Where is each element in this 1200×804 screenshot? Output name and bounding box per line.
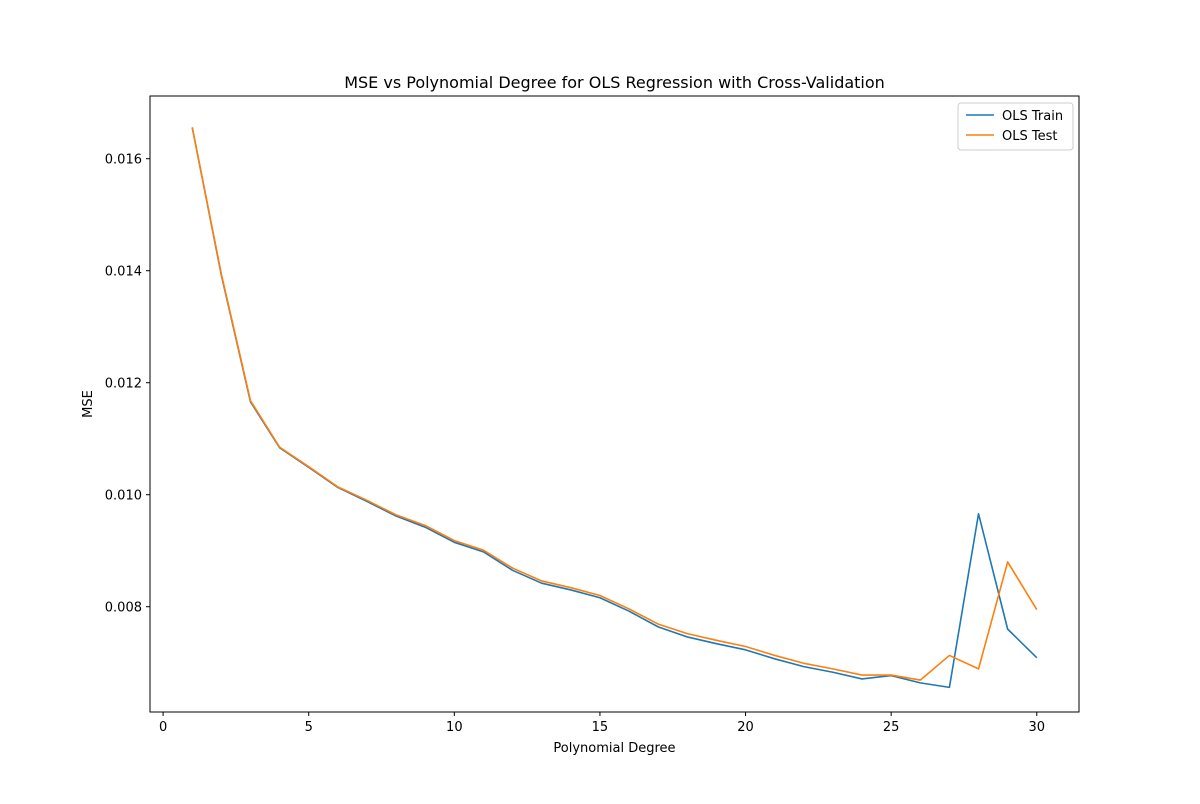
legend: OLS Train OLS Test: [957, 102, 1074, 151]
x-tick-label: 10: [446, 720, 463, 735]
x-tick-label: 30: [1028, 720, 1045, 735]
y-tick-label: 0.014: [105, 265, 142, 280]
y-axis-label: MSE: [81, 390, 96, 418]
x-tick-label: 15: [592, 720, 609, 735]
y-tick-label: 0.008: [105, 601, 142, 616]
chart-title: MSE vs Polynomial Degree for OLS Regress…: [344, 73, 885, 92]
x-tick-label: 0: [159, 720, 167, 735]
y-axis-ticks: 0.008 0.010 0.012 0.014 0.016: [105, 153, 150, 616]
series-line-ols-test: [191, 127, 1038, 681]
series-lines: [191, 127, 1038, 689]
series-line-ols-train: [191, 127, 1038, 689]
x-tick-label: 20: [737, 720, 754, 735]
x-tick-label: 5: [305, 720, 313, 735]
y-tick-label: 0.012: [105, 377, 142, 392]
x-tick-label: 25: [883, 720, 900, 735]
legend-label-ols-train: OLS Train: [1002, 109, 1063, 124]
y-tick-label: 0.016: [105, 153, 142, 168]
x-axis-label: Polynomial Degree: [553, 741, 675, 756]
plot-frame: [149, 95, 1080, 713]
x-axis-ticks: 0 5 10 15 20 25 30: [159, 712, 1045, 735]
legend-label-ols-test: OLS Test: [1002, 129, 1057, 144]
y-tick-label: 0.010: [105, 489, 142, 504]
